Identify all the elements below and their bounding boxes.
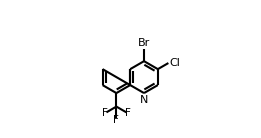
Text: Cl: Cl <box>169 58 180 68</box>
Text: F: F <box>114 115 119 125</box>
Text: F: F <box>125 108 131 118</box>
Text: N: N <box>140 95 148 105</box>
Text: Br: Br <box>138 38 150 48</box>
Text: F: F <box>102 108 108 118</box>
